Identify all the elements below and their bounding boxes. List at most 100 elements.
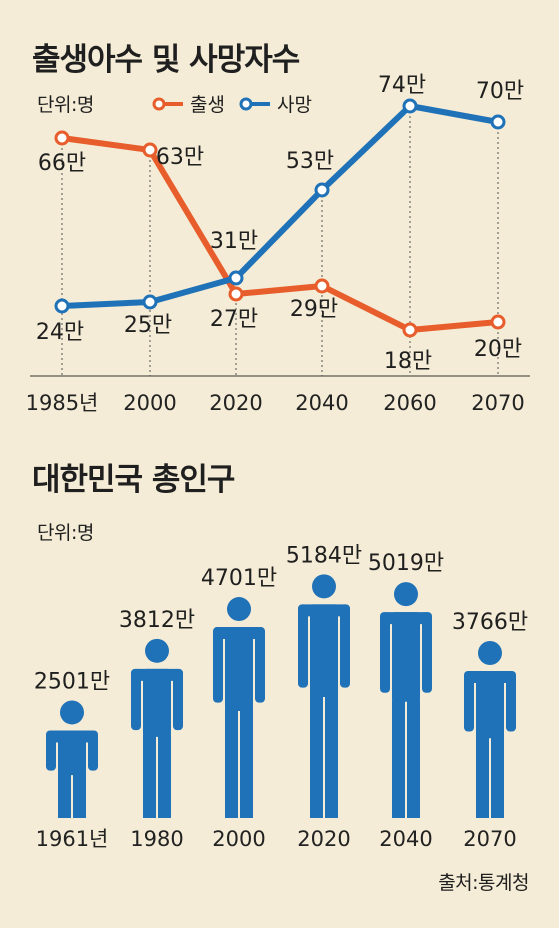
x-tick-label: 1985년 <box>26 391 99 415</box>
data-label: 25만 <box>124 313 172 338</box>
person-head <box>145 638 169 663</box>
person-torso <box>225 627 253 712</box>
data-label: 63만 <box>156 145 204 170</box>
legend-deaths-marker <box>239 97 270 110</box>
person-arm <box>213 627 223 703</box>
x-tick-label: 2000 <box>123 391 176 415</box>
person-head <box>478 640 502 665</box>
person-icon <box>213 597 265 818</box>
person-icon <box>46 700 98 818</box>
bar-chart-title: 대한민국 총인구 <box>32 462 235 498</box>
person-arm <box>464 670 474 732</box>
legend-births: 출생 <box>152 90 225 117</box>
person-shoulders <box>464 670 516 683</box>
person-leg <box>240 709 253 818</box>
legend-deaths: 사망 <box>239 90 312 117</box>
person-leg <box>407 699 420 818</box>
x-tick-label: 1980 <box>130 827 183 851</box>
person-icon <box>131 638 183 818</box>
line-chart: 1985년 2000 2020 2040 2060 2070 66만 63만 27만 29만 18만… <box>26 73 530 415</box>
data-point <box>314 182 330 198</box>
data-label: 20만 <box>474 337 522 362</box>
data-point <box>228 270 244 286</box>
data-point <box>314 278 330 294</box>
person-head <box>60 700 84 725</box>
data-label: 24만 <box>36 320 84 345</box>
line-chart-title: 출생아수 및 사망자수 <box>32 42 300 78</box>
data-point <box>142 294 158 310</box>
person-arm <box>255 627 265 703</box>
person-leg <box>158 734 171 818</box>
data-point <box>228 286 244 302</box>
person-head <box>227 597 251 622</box>
person-arm <box>131 668 141 731</box>
data-label: 5184만 <box>286 543 362 568</box>
person-arm <box>380 612 390 693</box>
person-shoulders <box>380 612 432 625</box>
x-tick-label: 2020 <box>209 391 262 415</box>
person-arm <box>422 612 432 693</box>
person-arm <box>340 604 350 688</box>
person-torso <box>143 668 171 737</box>
data-label: 53만 <box>286 149 334 174</box>
person-shoulders <box>298 604 350 617</box>
legend-births-marker <box>152 97 183 110</box>
source-note: 출처:통계청 <box>438 872 529 894</box>
line-chart-unit: 단위:명 <box>37 94 94 116</box>
data-point <box>490 114 506 130</box>
x-tick-label: 2040 <box>295 391 348 415</box>
series-line-deaths <box>59 103 501 309</box>
person-leg <box>310 694 323 818</box>
data-label: 2501만 <box>34 669 110 694</box>
data-label: 74만 <box>378 73 426 98</box>
line-chart-legend: 출생 사망 <box>152 90 326 117</box>
data-point <box>54 298 70 314</box>
person-arm <box>173 668 183 731</box>
person-shoulders <box>213 627 265 640</box>
person-leg <box>491 736 504 818</box>
data-point <box>402 98 418 114</box>
data-point <box>54 130 70 146</box>
series-line-births <box>59 135 501 333</box>
person-leg <box>73 773 86 818</box>
person-leg <box>325 694 338 818</box>
data-label: 27만 <box>210 307 258 332</box>
data-point <box>142 142 158 158</box>
data-label: 70만 <box>476 79 524 104</box>
data-label: 66만 <box>38 151 86 176</box>
data-label: 31만 <box>210 229 258 254</box>
bar-chart-unit: 단위:명 <box>37 522 94 544</box>
x-tick-label: 2070 <box>463 827 516 851</box>
x-tick-label: 2060 <box>383 391 436 415</box>
data-label: 3812만 <box>119 608 195 633</box>
person-icon <box>464 640 516 818</box>
data-point <box>490 314 506 330</box>
x-tick-label: 2000 <box>212 827 265 851</box>
data-point <box>402 322 418 338</box>
data-label: 3766만 <box>452 610 528 635</box>
person-leg <box>143 734 156 818</box>
person-leg <box>392 699 405 818</box>
person-leg <box>58 773 71 818</box>
person-torso <box>310 604 338 697</box>
x-tick-label: 2020 <box>297 827 350 851</box>
person-torso <box>476 670 504 739</box>
person-icon <box>298 574 350 818</box>
legend-births-label: 출생 <box>190 94 225 116</box>
person-shoulders <box>131 668 183 681</box>
person-head <box>394 582 418 607</box>
x-tick-label: 1961년 <box>36 827 109 851</box>
person-arm <box>298 604 308 688</box>
x-tick-label: 2040 <box>379 827 432 851</box>
person-torso <box>392 612 420 702</box>
person-shoulders <box>46 730 98 743</box>
person-arm <box>506 670 516 732</box>
data-label: 4701만 <box>201 566 277 591</box>
legend-deaths-label: 사망 <box>276 94 312 116</box>
person-leg <box>476 736 489 818</box>
data-label: 18만 <box>384 349 432 374</box>
person-head <box>312 574 336 599</box>
person-leg <box>225 709 238 818</box>
data-label: 29만 <box>290 297 338 322</box>
